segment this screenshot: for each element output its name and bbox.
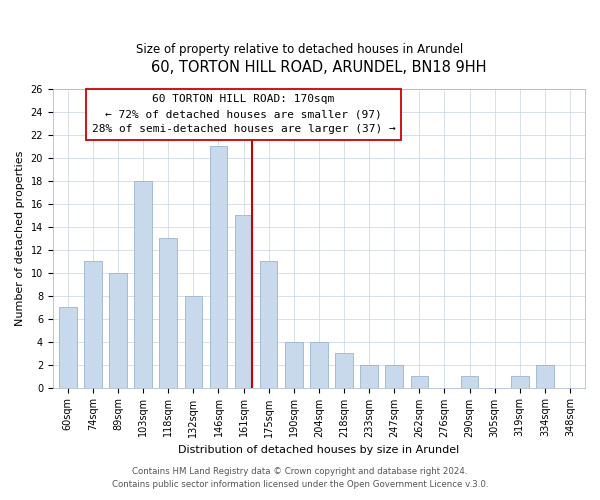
Text: Size of property relative to detached houses in Arundel: Size of property relative to detached ho…	[136, 42, 464, 56]
Bar	[185, 296, 202, 388]
Bar	[109, 272, 127, 388]
Text: 60 TORTON HILL ROAD: 170sqm
← 72% of detached houses are smaller (97)
28% of sem: 60 TORTON HILL ROAD: 170sqm ← 72% of det…	[92, 94, 395, 134]
Bar	[511, 376, 529, 388]
Bar	[235, 215, 253, 388]
Bar	[209, 146, 227, 388]
Bar	[536, 364, 554, 388]
Text: Contains HM Land Registry data © Crown copyright and database right 2024.
Contai: Contains HM Land Registry data © Crown c…	[112, 468, 488, 489]
Bar	[410, 376, 428, 388]
Bar	[385, 364, 403, 388]
Bar	[461, 376, 478, 388]
Bar	[59, 307, 77, 388]
Y-axis label: Number of detached properties: Number of detached properties	[15, 150, 25, 326]
Bar	[260, 261, 277, 388]
Bar	[84, 261, 102, 388]
Bar	[134, 180, 152, 388]
Bar	[335, 353, 353, 388]
Title: 60, TORTON HILL ROAD, ARUNDEL, BN18 9HH: 60, TORTON HILL ROAD, ARUNDEL, BN18 9HH	[151, 60, 487, 75]
Bar	[310, 342, 328, 388]
Bar	[361, 364, 378, 388]
X-axis label: Distribution of detached houses by size in Arundel: Distribution of detached houses by size …	[178, 445, 460, 455]
Bar	[160, 238, 177, 388]
Bar	[285, 342, 302, 388]
